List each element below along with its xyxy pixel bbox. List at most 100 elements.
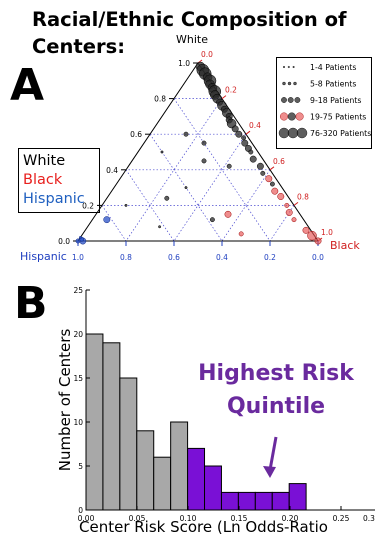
scatter-point bbox=[224, 210, 232, 218]
size-legend-marker bbox=[294, 97, 301, 103]
scatter-point bbox=[209, 217, 215, 223]
black-tick bbox=[221, 95, 227, 99]
size-legend-marker bbox=[282, 65, 285, 68]
x-tick-label: 0.10 bbox=[180, 514, 197, 523]
histogram-plot: 05101520250.000.050.100.150.200.250.300.… bbox=[56, 286, 375, 536]
scatter-point bbox=[183, 131, 189, 137]
y-tick-label: 15 bbox=[73, 374, 83, 383]
scatter-point bbox=[75, 238, 81, 244]
histogram-bar bbox=[204, 465, 222, 511]
scatter-point bbox=[241, 135, 247, 141]
black-tick bbox=[245, 130, 251, 135]
black-tick-label: 1.0 bbox=[321, 228, 333, 237]
scatter-point bbox=[271, 187, 279, 195]
race-legend: White Black Hispanic bbox=[18, 148, 100, 213]
hispanic-tick-label: 0.8 bbox=[120, 253, 132, 262]
y-tick-label: 25 bbox=[73, 286, 83, 295]
scatter-point bbox=[124, 203, 128, 207]
y-tick-label: 20 bbox=[73, 330, 83, 339]
size-legend-marker bbox=[281, 97, 287, 103]
black-tick-label: 0.0 bbox=[201, 50, 213, 59]
x-axis-label: Center Risk Score (Ln Odds-Ratio bbox=[79, 518, 328, 536]
size-legend-marker bbox=[293, 81, 297, 86]
y-tick-label: 10 bbox=[73, 418, 83, 427]
black-tick bbox=[269, 166, 275, 171]
scatter-point bbox=[256, 162, 264, 170]
histogram-bar bbox=[119, 377, 138, 511]
scatter-point bbox=[291, 217, 297, 223]
size-legend-marker bbox=[287, 127, 299, 139]
size-legend-marker bbox=[296, 127, 308, 139]
scatter-point bbox=[269, 181, 275, 187]
white-tick-label: 0.4 bbox=[106, 166, 118, 175]
size-legend-label: 76-320 Patients bbox=[310, 129, 371, 138]
scatter-point bbox=[248, 149, 254, 155]
black-tick-label: 0.6 bbox=[273, 157, 285, 166]
scatter-point bbox=[103, 216, 111, 224]
ternary-plot: 0.00.20.40.60.81.00.00.20.40.60.81.01.0 0… bbox=[20, 33, 360, 263]
histogram-bar bbox=[237, 491, 256, 511]
scatter-point bbox=[158, 225, 162, 229]
ternary-frame bbox=[77, 62, 319, 242]
size-legend-marker bbox=[282, 81, 286, 86]
histogram-bar bbox=[136, 430, 155, 511]
annotation-line-1: Highest Risk bbox=[198, 361, 355, 386]
black-tick-label: 0.2 bbox=[225, 86, 237, 95]
hispanic-axis-label: Hispanic bbox=[20, 250, 67, 263]
scatter-point bbox=[184, 186, 188, 190]
histogram-bar bbox=[153, 456, 172, 511]
grid-line-black bbox=[125, 98, 223, 242]
panel-a-label: A bbox=[10, 60, 45, 111]
grid-line-hispanic bbox=[173, 98, 271, 242]
grid-line-black bbox=[221, 169, 271, 242]
size-legend-marker bbox=[295, 112, 304, 121]
x-tick-label: 0.20 bbox=[282, 514, 299, 523]
scatter-point bbox=[277, 193, 285, 200]
white-axis-label: White bbox=[176, 33, 208, 46]
white-tick-label: 1.0 bbox=[178, 59, 190, 68]
size-legend-label: 9-18 Patients bbox=[310, 96, 361, 105]
scatter-point bbox=[164, 195, 170, 201]
white-tick-label: 0.8 bbox=[154, 95, 166, 104]
scatter-point bbox=[78, 235, 82, 239]
scatter-point bbox=[307, 230, 317, 241]
scatter-point bbox=[284, 202, 290, 208]
histogram-bar bbox=[170, 421, 189, 511]
scatter-point bbox=[314, 237, 322, 245]
histogram-bar bbox=[187, 447, 206, 511]
scatter-point bbox=[231, 125, 239, 133]
scatter-point bbox=[249, 155, 257, 163]
scatter-point bbox=[226, 163, 232, 169]
scatter-point bbox=[241, 139, 249, 147]
histogram-bar bbox=[271, 491, 290, 511]
hispanic-tick-label: 0.4 bbox=[216, 253, 228, 262]
size-legend-label: 1-4 Patients bbox=[310, 63, 356, 72]
grid-line-hispanic bbox=[101, 205, 127, 242]
annotation-line-2: Quintile bbox=[227, 394, 325, 419]
histogram-bar bbox=[288, 483, 307, 511]
grid-line-hispanic bbox=[125, 169, 175, 242]
size-legend-marker bbox=[287, 97, 294, 103]
black-tick bbox=[293, 201, 299, 206]
black-axis-label: Black bbox=[330, 239, 360, 252]
scatter-point bbox=[285, 209, 293, 216]
panel-b-label: B bbox=[14, 278, 48, 329]
y-axis-label: Number of Centers bbox=[56, 329, 74, 472]
annotation-arrow-head bbox=[263, 466, 276, 478]
page-title: Racial/Ethnic Composition of Centers: bbox=[32, 8, 347, 58]
grid-line-black bbox=[173, 134, 247, 242]
histogram-bar bbox=[102, 342, 121, 511]
legend-white-label: White bbox=[23, 153, 66, 169]
histogram-bar bbox=[254, 491, 273, 511]
x-tick-label: 0.3 bbox=[363, 514, 375, 523]
x-tick-label: 0.00 bbox=[78, 514, 95, 523]
white-tick-label: 0.0 bbox=[58, 237, 70, 246]
legend-hispanic-label: Hispanic bbox=[23, 191, 85, 207]
black-tick-label: 0.8 bbox=[297, 192, 309, 201]
white-tick-label: 0.2 bbox=[82, 201, 94, 210]
scatter-point bbox=[238, 231, 244, 237]
y-tick-label: 5 bbox=[78, 462, 83, 471]
size-legend-label: 19-75 Patients bbox=[310, 113, 366, 122]
hispanic-tick-label: 1.0 bbox=[72, 253, 84, 262]
